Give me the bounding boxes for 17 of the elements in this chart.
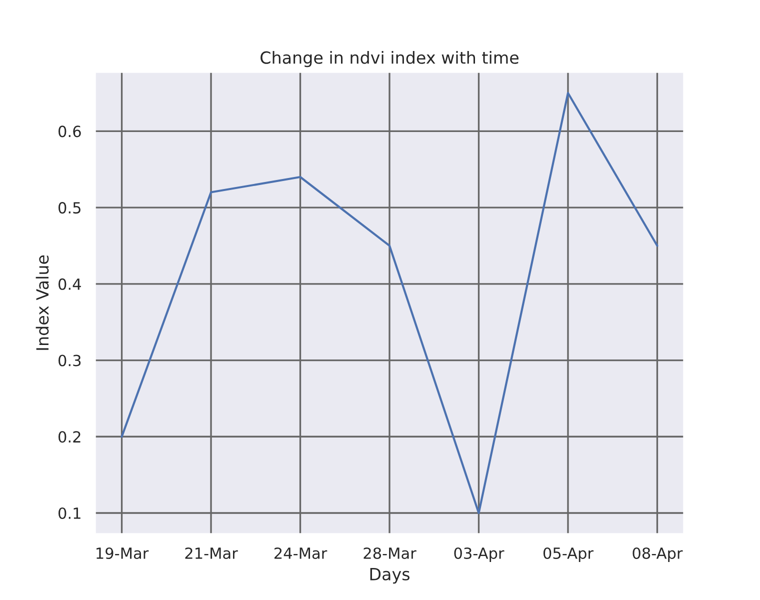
y-tick-label: 0.4 (58, 278, 81, 290)
line-series (120, 92, 658, 514)
chart-title: Change in ndvi index with time (260, 51, 518, 68)
x-tick-label: 08-Apr (632, 547, 683, 562)
y-tick-label: 0.3 (58, 354, 81, 366)
y-tick-label: 0.1 (58, 507, 80, 520)
x-axis-title: Days (370, 568, 410, 584)
y-tick-label: 0.6 (58, 126, 81, 138)
x-tick-label: 24-Mar (274, 547, 328, 560)
y-axis-title: Index Value (36, 255, 49, 350)
x-tick-label: 28-Mar (364, 547, 416, 560)
x-tick-label: 19-Mar (96, 547, 149, 560)
x-tick-label: 03-Apr (454, 547, 504, 562)
x-tick-label: 21-Mar (185, 547, 238, 560)
x-tick-label: 05-Apr (543, 547, 594, 562)
y-tick-label: 0.2 (58, 431, 80, 443)
y-tick-label: 0.5 (58, 202, 80, 214)
